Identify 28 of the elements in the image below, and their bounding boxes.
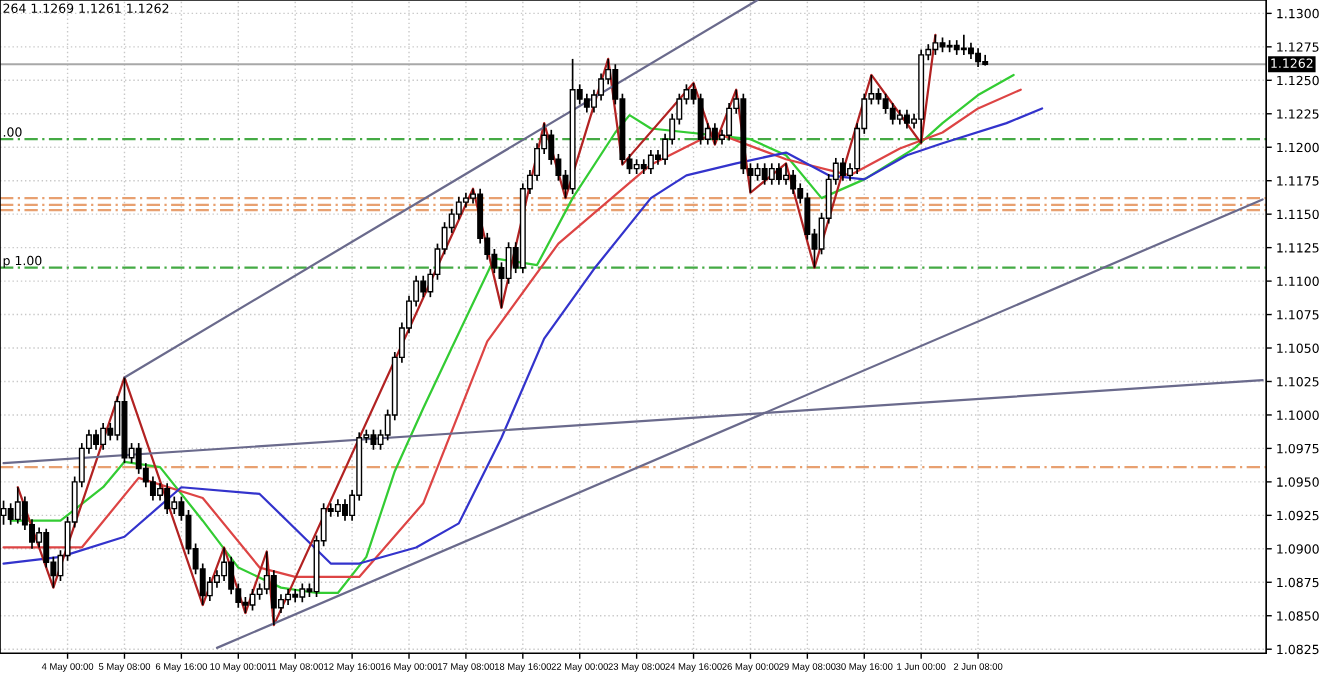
candlestick	[370, 428, 377, 451]
candlestick	[775, 162, 782, 186]
candlestick	[768, 162, 775, 186]
candlestick	[7, 502, 14, 526]
candlestick	[221, 546, 228, 582]
candlestick	[697, 92, 704, 146]
candlestick	[960, 33, 967, 56]
candlestick	[839, 157, 846, 182]
candlestick	[761, 162, 768, 186]
candlestick	[975, 47, 982, 68]
candlestick	[164, 482, 171, 515]
candlestick	[206, 576, 213, 602]
candlestick	[43, 527, 50, 569]
candlestick	[903, 108, 910, 130]
candlestick	[889, 102, 896, 126]
candlestick	[505, 241, 512, 285]
candlestick	[299, 582, 306, 604]
candlestick	[100, 422, 107, 451]
candlestick	[783, 162, 789, 186]
candlestick	[790, 169, 797, 195]
candlestick	[583, 92, 590, 114]
candlestick	[14, 486, 21, 525]
candlestick	[342, 498, 348, 522]
candlestick	[932, 33, 939, 56]
candlestick	[93, 428, 100, 451]
candlestick	[711, 122, 718, 146]
candlestick	[647, 149, 654, 175]
candlestick	[420, 274, 427, 298]
